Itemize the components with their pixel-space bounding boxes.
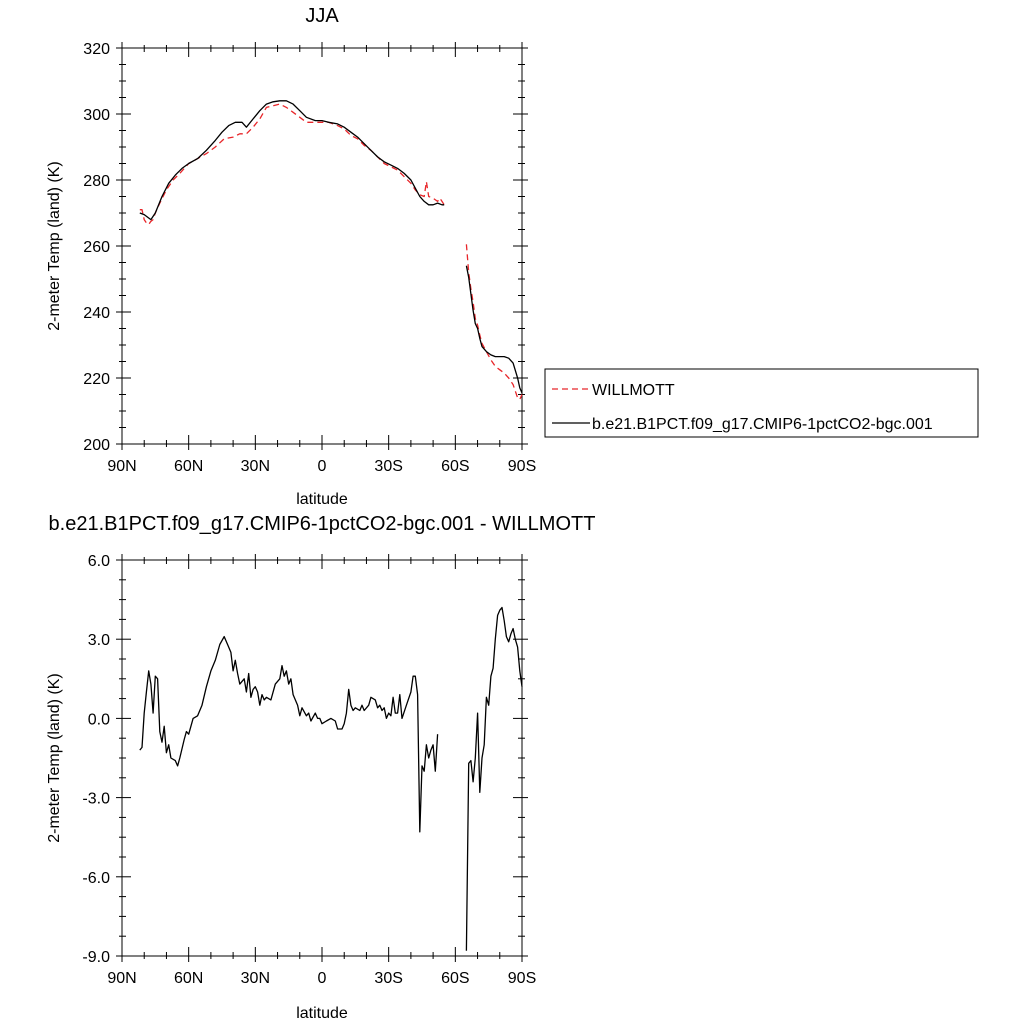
x-tick-label: 30S <box>374 970 402 987</box>
x-tick-label: 90N <box>107 970 136 987</box>
series-line-model <box>465 606 523 951</box>
legend-entry-willmott: WILLMOTT <box>592 382 675 399</box>
series-lines <box>139 606 523 951</box>
series-line-willmott <box>465 244 523 401</box>
legend-box <box>544 368 979 438</box>
x-tick-label: 60N <box>174 458 203 475</box>
y-tick-label: -3.0 <box>82 791 110 808</box>
x-tick-label: 30N <box>241 458 270 475</box>
x-tick-label: 0 <box>318 458 327 475</box>
x-tick-label: 60S <box>441 458 469 475</box>
legend-entry-model: b.e21.B1PCT.f09_g17.CMIP6-1pctCO2-bgc.00… <box>592 416 933 433</box>
plot-frame <box>121 559 523 957</box>
chart-title: b.e21.B1PCT.f09_g17.CMIP6-1pctCO2-bgc.00… <box>49 513 596 535</box>
y-tick-label: 260 <box>83 239 110 256</box>
x-tick-label: 90N <box>107 458 136 475</box>
series-line-model <box>139 635 439 833</box>
tick-marks <box>116 42 528 450</box>
x-axis-label: latitude <box>296 1005 348 1022</box>
y-tick-label: 3.0 <box>88 632 110 649</box>
legend: WILLMOTT b.e21.B1PCT.f09_g17.CMIP6-1pctC… <box>544 368 979 438</box>
x-axis-label: latitude <box>296 491 348 508</box>
x-tick-label: 30N <box>241 970 270 987</box>
y-axis-label: 2-meter Temp (land) (K) <box>46 673 63 843</box>
series-line-willmott <box>139 103 445 226</box>
y-tick-labels: -9.0 -6.0 -3.0 0.0 3.0 6.0 <box>82 553 110 966</box>
series-line-model <box>139 100 445 221</box>
x-tick-labels: 90N 60N 30N 0 30S 60S 90S <box>107 458 536 475</box>
y-tick-label: 0.0 <box>88 711 110 728</box>
x-tick-label: 30S <box>374 458 402 475</box>
y-tick-label: -6.0 <box>82 870 110 887</box>
x-tick-label: 90S <box>508 458 536 475</box>
y-tick-label: 240 <box>83 305 110 322</box>
x-tick-label: 60S <box>441 970 469 987</box>
x-tick-labels: 90N 60N 30N 0 30S 60S 90S <box>107 970 536 987</box>
y-tick-labels: 200 220 240 260 280 300 320 <box>83 41 110 454</box>
x-tick-label: 90S <box>508 970 536 987</box>
y-tick-label: 320 <box>83 41 110 58</box>
y-tick-label: 220 <box>83 371 110 388</box>
chart-title: JJA <box>305 5 339 27</box>
x-tick-label: 60N <box>174 970 203 987</box>
plot-frame <box>121 47 523 445</box>
x-tick-label: 0 <box>318 970 327 987</box>
tick-marks <box>116 554 528 962</box>
panel-bottom: b.e21.B1PCT.f09_g17.CMIP6-1pctCO2-bgc.00… <box>46 513 595 1022</box>
y-axis-label: 2-meter Temp (land) (K) <box>46 161 63 331</box>
y-tick-label: 200 <box>83 437 110 454</box>
panel-top: JJA 200 220 240 260 280 300 320 90N 60N 30N 0 30S 6… <box>46 5 979 508</box>
series-line-model <box>465 265 523 394</box>
y-tick-label: 280 <box>83 173 110 190</box>
y-tick-label: 6.0 <box>88 553 110 570</box>
y-tick-label: -9.0 <box>82 949 110 966</box>
series-lines <box>139 100 523 401</box>
y-tick-label: 300 <box>83 107 110 124</box>
